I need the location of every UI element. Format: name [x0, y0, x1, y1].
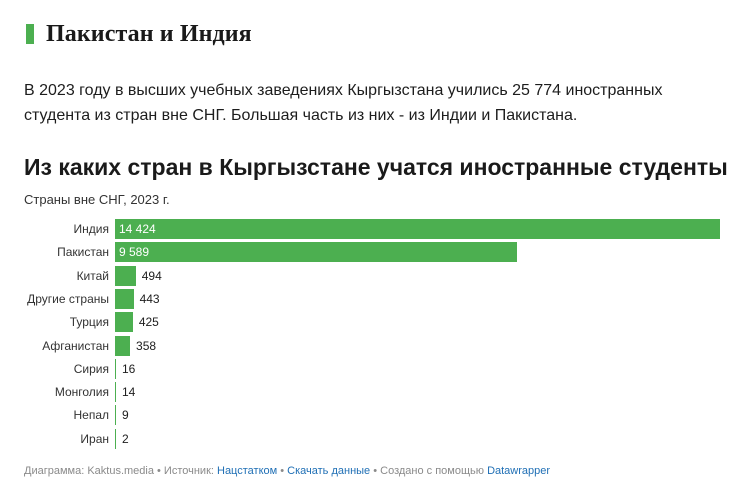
source-link[interactable]: Нацстатком: [217, 465, 278, 477]
section-title: Пакистан и Индия: [46, 20, 252, 47]
chart-row: Пакистан 9 589: [0, 241, 740, 264]
chart-row: Сирия 16: [0, 358, 740, 381]
category-label: Китай: [76, 268, 109, 283]
bar: [115, 335, 131, 356]
value-label: 2: [122, 431, 129, 446]
category-label: Сирия: [73, 361, 109, 376]
category-label: Непал: [73, 408, 109, 423]
section-marker: [26, 24, 34, 44]
value-label: 16: [122, 361, 136, 376]
chart-row: Индия 14 424: [0, 218, 740, 241]
chart-row: Монголия 14: [0, 381, 740, 404]
category-label: Афганистан: [42, 338, 109, 353]
category-label: Турция: [69, 315, 109, 330]
download-data-link[interactable]: Скачать данные: [287, 465, 371, 477]
bar: [115, 382, 116, 403]
lead-paragraph: В 2023 году в высших учебных заведениях …: [24, 82, 663, 124]
chart-row: Иран 2: [0, 428, 740, 451]
value-label: 9: [122, 408, 129, 423]
footer-created: • Создано с помощью: [370, 465, 488, 477]
value-label: 443: [139, 291, 160, 306]
chart-row: Турция 425: [0, 311, 740, 334]
category-label: Иран: [80, 431, 109, 446]
value-label: 425: [138, 315, 159, 330]
category-label: Индия: [73, 222, 109, 236]
value-label: 358: [136, 338, 157, 353]
chart-row: Афганистан 358: [0, 335, 740, 358]
bar: [115, 288, 134, 309]
chart-row: Китай 494: [0, 265, 740, 288]
value-label: 14: [122, 385, 136, 400]
footer-credits: Диаграмма: Kaktus.media • Источник:: [24, 465, 217, 477]
bar: [115, 219, 720, 239]
bar: [115, 358, 116, 379]
bar: [115, 242, 518, 263]
datawrapper-link[interactable]: Datawrapper: [487, 465, 551, 477]
category-label: Монголия: [54, 385, 109, 400]
bar: [115, 405, 116, 426]
bar: [115, 312, 133, 333]
bar-chart: Индия 14 424 Пакистан 9 589 Китай 494 Другие с…: [0, 210, 740, 450]
section-heading: Пакистан и Индия: [26, 20, 252, 48]
chart-title: Из каких стран в Кыргызстане учатся инос…: [24, 154, 728, 180]
category-label: Пакистан: [57, 245, 109, 260]
value-label: 14 424: [119, 222, 156, 236]
chart-row: Непал 9: [0, 404, 740, 427]
chart-footer: Диаграмма: Kaktus.media • Источник: Нацс…: [24, 465, 550, 477]
bar: [115, 428, 116, 449]
footer-separator: •: [277, 465, 288, 477]
value-label: 494: [141, 268, 162, 283]
value-label: 9 589: [119, 245, 150, 260]
chart-row: Другие страны 443: [0, 288, 740, 311]
chart-subtitle: Страны вне СНГ, 2023 г.: [24, 192, 170, 207]
bar: [115, 265, 136, 286]
category-label: Другие страны: [27, 291, 109, 306]
